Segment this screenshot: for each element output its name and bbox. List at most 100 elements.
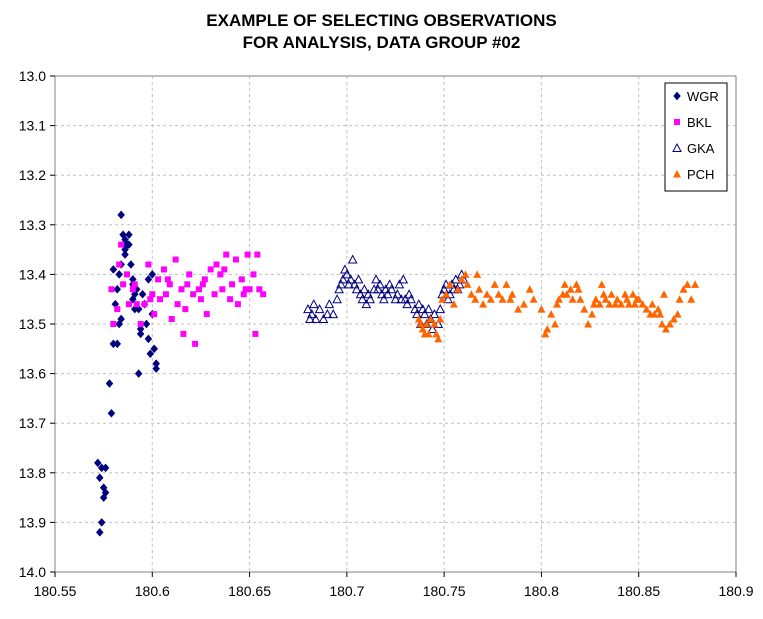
legend-marker-bkl [674, 119, 680, 125]
data-point-pch [479, 300, 488, 308]
data-point-wgr [144, 274, 153, 284]
data-point-wgr [95, 527, 104, 537]
data-point-gka [342, 269, 352, 279]
data-point-bkl [129, 286, 136, 293]
data-point-wgr [121, 250, 129, 259]
data-point-pch [566, 285, 575, 293]
data-point-bkl [246, 286, 253, 293]
data-point-pch [519, 300, 528, 308]
data-point-gka [371, 274, 381, 284]
data-point-gka [314, 304, 325, 314]
data-point-pch [568, 295, 577, 303]
data-point-bkl [242, 286, 249, 293]
data-point-bkl [164, 276, 171, 283]
data-point-pch [648, 300, 657, 308]
data-point-pch [508, 290, 517, 298]
legend-label-gka: GKA [687, 141, 715, 156]
data-point-pch [461, 270, 470, 278]
data-point-gka [410, 304, 420, 314]
y-tick-label: 13.0 [19, 68, 46, 84]
data-point-pch [597, 280, 606, 288]
data-point-gka [406, 294, 416, 304]
data-point-wgr [101, 488, 110, 498]
data-point-gka [343, 279, 354, 289]
data-point-pch [436, 315, 445, 323]
data-point-pch [675, 295, 684, 303]
data-point-pch [574, 285, 583, 293]
data-point-pch [660, 290, 669, 298]
data-point-gka [361, 299, 372, 309]
data-point-bkl [201, 276, 208, 283]
data-point-pch [490, 280, 499, 288]
data-point-bkl [116, 261, 123, 268]
data-point-bkl [197, 296, 204, 303]
data-point-gka [386, 284, 397, 294]
data-point-pch [661, 324, 670, 333]
data-point-bkl [227, 296, 234, 303]
data-point-pch [665, 320, 674, 328]
data-point-bkl [125, 301, 132, 308]
data-point-gka [332, 294, 342, 304]
data-point-pch [656, 310, 665, 318]
data-point-pch [691, 280, 700, 288]
data-point-wgr [107, 408, 116, 418]
legend-marker-wgr [673, 91, 681, 101]
data-point-pch [475, 285, 484, 293]
data-point-wgr [146, 349, 155, 359]
data-point-pch [445, 280, 454, 288]
data-point-pch [453, 285, 462, 293]
data-point-pch [422, 320, 431, 328]
data-point-wgr [125, 230, 133, 240]
data-point-pch [457, 275, 466, 283]
legend-label-wgr: WGR [687, 89, 719, 104]
x-tick-label: 180.75 [423, 583, 466, 599]
data-point-pch [624, 300, 633, 308]
data-point-bkl [232, 256, 239, 263]
data-point-gka [423, 304, 434, 314]
data-point-wgr [117, 314, 125, 324]
data-point-gka [305, 313, 315, 324]
y-tick-label: 13.4 [19, 266, 46, 282]
data-point-wgr [134, 369, 143, 378]
data-point-wgr [138, 289, 147, 299]
data-point-pch [611, 300, 620, 308]
data-point-pch [442, 290, 451, 298]
data-point-pch [679, 285, 688, 293]
data-point-bkl [211, 291, 218, 298]
data-point-gka [365, 294, 376, 304]
data-point-pch [599, 290, 608, 298]
data-point-wgr [117, 210, 125, 220]
data-point-wgr [142, 319, 151, 329]
x-tick-label: 180.7 [329, 583, 364, 599]
y-tick-label: 13.3 [19, 217, 46, 233]
data-point-gka [439, 284, 449, 294]
data-point-bkl [250, 271, 257, 278]
data-point-gka [417, 304, 428, 314]
data-point-bkl [186, 271, 193, 278]
data-point-pch [551, 320, 560, 328]
data-point-bkl [114, 306, 121, 313]
data-point-gka [377, 289, 387, 299]
x-tick-label: 180.55 [34, 583, 77, 599]
data-point-bkl [131, 281, 138, 288]
data-point-pch [525, 285, 534, 293]
data-point-gka [414, 299, 424, 309]
data-point-wgr [109, 265, 118, 274]
legend-box [664, 82, 728, 192]
data-point-bkl [190, 291, 197, 298]
data-point-pch [595, 300, 604, 308]
data-point-gka [349, 279, 360, 289]
data-point-gka [427, 323, 438, 333]
data-point-bkl [110, 321, 117, 327]
data-point-pch [434, 334, 443, 343]
data-point-bkl [149, 291, 156, 298]
data-point-pch [424, 329, 433, 338]
data-point-pch [605, 300, 614, 308]
x-tick-label: 180.65 [228, 583, 271, 599]
data-point-gka [375, 279, 385, 289]
data-point-gka [398, 274, 409, 284]
data-point-bkl [240, 291, 247, 298]
data-point-gka [454, 279, 465, 289]
data-point-pch [658, 320, 667, 328]
data-point-bkl [254, 251, 261, 258]
